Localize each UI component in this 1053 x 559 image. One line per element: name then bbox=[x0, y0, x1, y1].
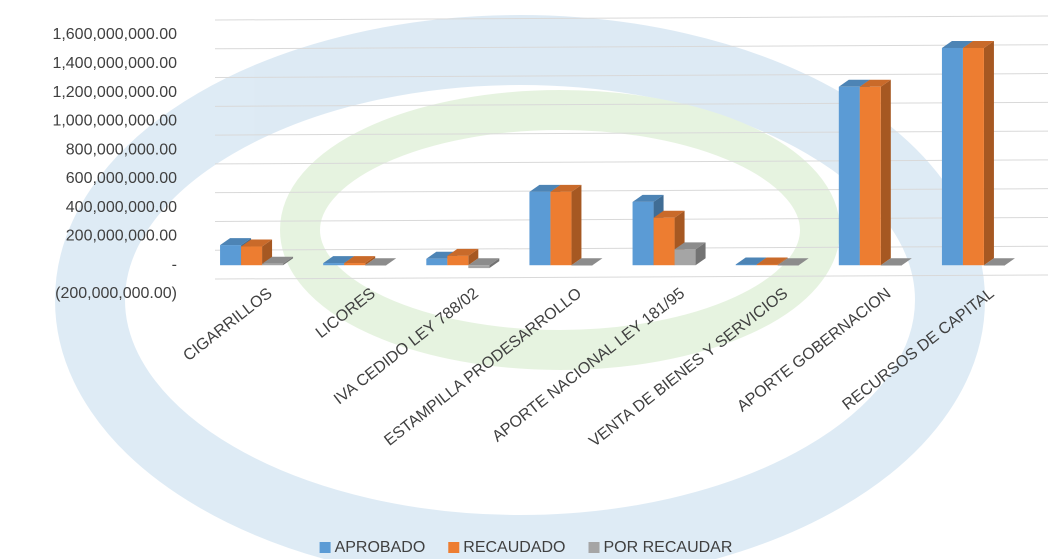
legend-label: APROBADO bbox=[335, 539, 426, 556]
bar-top bbox=[468, 258, 500, 266]
bar-side bbox=[983, 40, 994, 266]
y-tick-label: 1,400,000,000.00 bbox=[52, 55, 177, 72]
grid-line bbox=[214, 15, 1049, 21]
bar bbox=[735, 264, 757, 266]
y-tick-label: 1,600,000,000.00 bbox=[52, 26, 177, 43]
watermark bbox=[55, 15, 985, 559]
grid-line bbox=[214, 130, 1049, 136]
legend-swatch bbox=[448, 542, 460, 553]
grid-line bbox=[214, 73, 1049, 79]
bar-top bbox=[262, 256, 294, 264]
bar bbox=[962, 47, 984, 266]
bar-top bbox=[962, 40, 994, 48]
bar-top bbox=[365, 258, 397, 266]
bar bbox=[468, 265, 490, 269]
bar-top bbox=[571, 258, 603, 266]
bar-top bbox=[983, 258, 1015, 266]
bar bbox=[777, 265, 799, 266]
bar bbox=[550, 191, 572, 266]
bar-side bbox=[365, 256, 376, 266]
bar bbox=[447, 255, 469, 266]
y-tick-label: 800,000,000.00 bbox=[66, 141, 177, 158]
bar bbox=[344, 263, 366, 266]
bar-top bbox=[241, 239, 273, 247]
legend: APROBADO RECAUDADO POR RECAUDAR bbox=[319, 539, 733, 556]
bar bbox=[983, 265, 1005, 266]
bar-top bbox=[550, 184, 582, 192]
bar bbox=[632, 201, 654, 266]
bar-top bbox=[777, 258, 809, 266]
y-tick-label: 1,200,000,000.00 bbox=[52, 84, 177, 101]
bar-side bbox=[777, 257, 788, 266]
bar-side bbox=[468, 248, 479, 266]
grid-line bbox=[214, 274, 1049, 280]
bar-top bbox=[220, 238, 252, 246]
bar bbox=[674, 249, 696, 266]
grid-line bbox=[214, 245, 1049, 251]
y-tick-label: 600,000,000.00 bbox=[66, 170, 177, 187]
bar-top bbox=[344, 256, 376, 264]
bar bbox=[838, 86, 860, 266]
bar bbox=[756, 264, 778, 266]
legend-label: RECAUDADO bbox=[463, 539, 565, 556]
legend-swatch bbox=[588, 542, 600, 553]
y-tick-label: 200,000,000.00 bbox=[66, 228, 177, 245]
bar bbox=[323, 263, 345, 266]
y-tick-label: (200,000,000.00) bbox=[55, 285, 177, 302]
bar-top bbox=[735, 257, 767, 265]
x-tick-label: VENTA DE BIENES Y SERVICIOS bbox=[586, 285, 791, 450]
bar-top bbox=[447, 248, 479, 256]
bar-top bbox=[674, 242, 706, 250]
bar bbox=[529, 191, 551, 266]
y-tick-label: 400,000,000.00 bbox=[66, 199, 177, 216]
grid-line bbox=[214, 44, 1049, 50]
bar-side bbox=[571, 184, 582, 266]
legend-label: POR RECAUDAR bbox=[604, 539, 733, 556]
bar-top bbox=[529, 184, 561, 192]
bar-side bbox=[880, 79, 891, 266]
grid-line bbox=[214, 188, 1049, 194]
bar bbox=[262, 263, 284, 266]
bar bbox=[880, 265, 902, 266]
bar bbox=[859, 86, 881, 266]
y-tick-label: 1,000,000,000.00 bbox=[52, 113, 177, 130]
bar bbox=[571, 265, 593, 266]
legend-swatch bbox=[319, 542, 331, 553]
grid-line bbox=[214, 159, 1049, 165]
bar-top bbox=[859, 79, 891, 87]
grid-line bbox=[214, 216, 1049, 222]
bar bbox=[653, 217, 675, 266]
bar-top bbox=[941, 40, 973, 48]
x-tick-label: CIGARRILLOS bbox=[180, 285, 275, 365]
bar bbox=[241, 246, 263, 266]
bar-top bbox=[880, 258, 912, 266]
bar bbox=[426, 258, 448, 266]
bar bbox=[365, 265, 387, 266]
bar-top bbox=[756, 257, 788, 265]
bar-side bbox=[489, 258, 500, 269]
bar-side bbox=[695, 242, 706, 266]
bar-top bbox=[838, 79, 870, 87]
bar bbox=[220, 245, 242, 266]
bar-top bbox=[653, 210, 685, 218]
bar-top bbox=[632, 194, 664, 202]
grid-line bbox=[214, 101, 1049, 107]
y-tick-label: - bbox=[172, 256, 177, 273]
bar bbox=[941, 47, 963, 266]
bar-top bbox=[323, 256, 355, 264]
bar-side bbox=[283, 256, 294, 266]
